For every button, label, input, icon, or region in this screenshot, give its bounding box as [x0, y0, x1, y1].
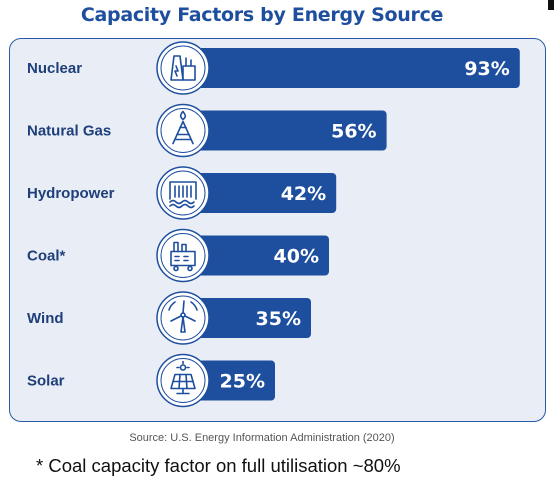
category-label: Nuclear: [27, 60, 82, 77]
solar-panel-icon: [156, 353, 210, 408]
bar-coal: [185, 235, 329, 276]
source-note: Source: U.S. Energy Information Administ…: [129, 432, 395, 444]
value-label: 56%: [331, 121, 376, 143]
category-label: Hydropower: [27, 185, 115, 202]
category-label: Coal*: [27, 248, 66, 265]
bar-hydropower: [185, 173, 337, 213]
bar-natural-gas: [185, 110, 387, 151]
edge-mark: [548, 0, 554, 10]
value-label: 42%: [281, 183, 326, 205]
value-label: 35%: [256, 308, 301, 330]
footnote: * Coal capacity factor on full utilisati…: [36, 455, 401, 476]
value-label: 93%: [464, 58, 509, 80]
value-label: 25%: [220, 371, 265, 393]
category-label: Natural Gas: [27, 123, 111, 140]
nuclear-plant-icon: [156, 41, 210, 95]
coal-plant-icon: [156, 228, 210, 283]
category-label: Solar: [27, 373, 65, 390]
bar-nuclear: [185, 48, 520, 88]
bar-wind: [185, 298, 311, 338]
chart-title: Capacity Factors by Energy Source: [80, 4, 444, 26]
chart-panel: [9, 38, 546, 422]
wind-turbine-icon: [156, 291, 210, 345]
gas-rig-icon: [156, 103, 210, 158]
dam-icon: [156, 166, 210, 220]
category-label: Wind: [27, 310, 64, 327]
value-label: 40%: [274, 246, 319, 268]
